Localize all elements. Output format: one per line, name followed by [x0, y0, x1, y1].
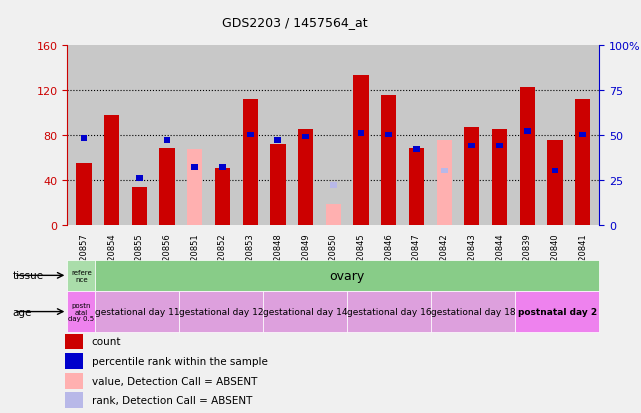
- Bar: [274, 138, 281, 143]
- Bar: [551, 169, 558, 174]
- Text: gestational day 18: gestational day 18: [431, 307, 515, 316]
- Bar: [413, 147, 420, 152]
- Text: gestational day 14: gestational day 14: [263, 307, 347, 316]
- Bar: [347, 291, 431, 332]
- Bar: [81, 136, 87, 142]
- Bar: [381, 96, 396, 225]
- Bar: [298, 130, 313, 225]
- Bar: [160, 149, 175, 225]
- Text: ovary: ovary: [329, 269, 365, 282]
- Text: age: age: [13, 307, 32, 317]
- Bar: [242, 99, 258, 225]
- Bar: [132, 188, 147, 225]
- Bar: [579, 133, 586, 138]
- Bar: [65, 334, 83, 349]
- Bar: [187, 150, 203, 225]
- Bar: [65, 353, 83, 369]
- Bar: [469, 143, 475, 149]
- Bar: [524, 129, 531, 135]
- Bar: [67, 291, 96, 332]
- Bar: [330, 183, 337, 188]
- Text: tissue: tissue: [13, 271, 44, 281]
- Bar: [302, 134, 309, 140]
- Bar: [179, 291, 263, 332]
- Bar: [263, 291, 347, 332]
- Text: count: count: [92, 337, 121, 347]
- Bar: [547, 141, 563, 225]
- Bar: [492, 130, 507, 225]
- Bar: [96, 291, 179, 332]
- Bar: [163, 138, 171, 143]
- Bar: [353, 76, 369, 225]
- Bar: [215, 169, 230, 225]
- Bar: [464, 127, 479, 225]
- Bar: [575, 99, 590, 225]
- Text: gestational day 16: gestational day 16: [347, 307, 431, 316]
- Bar: [326, 205, 341, 225]
- Bar: [431, 291, 515, 332]
- Text: rank, Detection Call = ABSENT: rank, Detection Call = ABSENT: [92, 395, 252, 405]
- Bar: [358, 131, 365, 136]
- Bar: [247, 133, 254, 138]
- Bar: [192, 165, 198, 171]
- Text: value, Detection Call = ABSENT: value, Detection Call = ABSENT: [92, 376, 257, 386]
- Text: gestational day 11: gestational day 11: [95, 307, 179, 316]
- Bar: [219, 165, 226, 171]
- Bar: [67, 260, 96, 291]
- Text: refere
nce: refere nce: [71, 269, 92, 282]
- Bar: [271, 144, 285, 225]
- Text: GDS2203 / 1457564_at: GDS2203 / 1457564_at: [222, 16, 368, 29]
- Bar: [496, 143, 503, 149]
- Bar: [437, 141, 452, 225]
- Bar: [441, 169, 447, 174]
- Bar: [65, 373, 83, 389]
- Text: postnatal day 2: postnatal day 2: [518, 307, 597, 316]
- Text: postn
atal
day 0.5: postn atal day 0.5: [68, 302, 94, 321]
- Bar: [76, 163, 92, 225]
- Bar: [104, 116, 119, 225]
- Bar: [520, 88, 535, 225]
- Text: percentile rank within the sample: percentile rank within the sample: [92, 356, 267, 366]
- Bar: [65, 392, 83, 408]
- Bar: [409, 149, 424, 225]
- Text: gestational day 12: gestational day 12: [179, 307, 263, 316]
- Bar: [515, 291, 599, 332]
- Bar: [136, 176, 143, 181]
- Bar: [385, 133, 392, 138]
